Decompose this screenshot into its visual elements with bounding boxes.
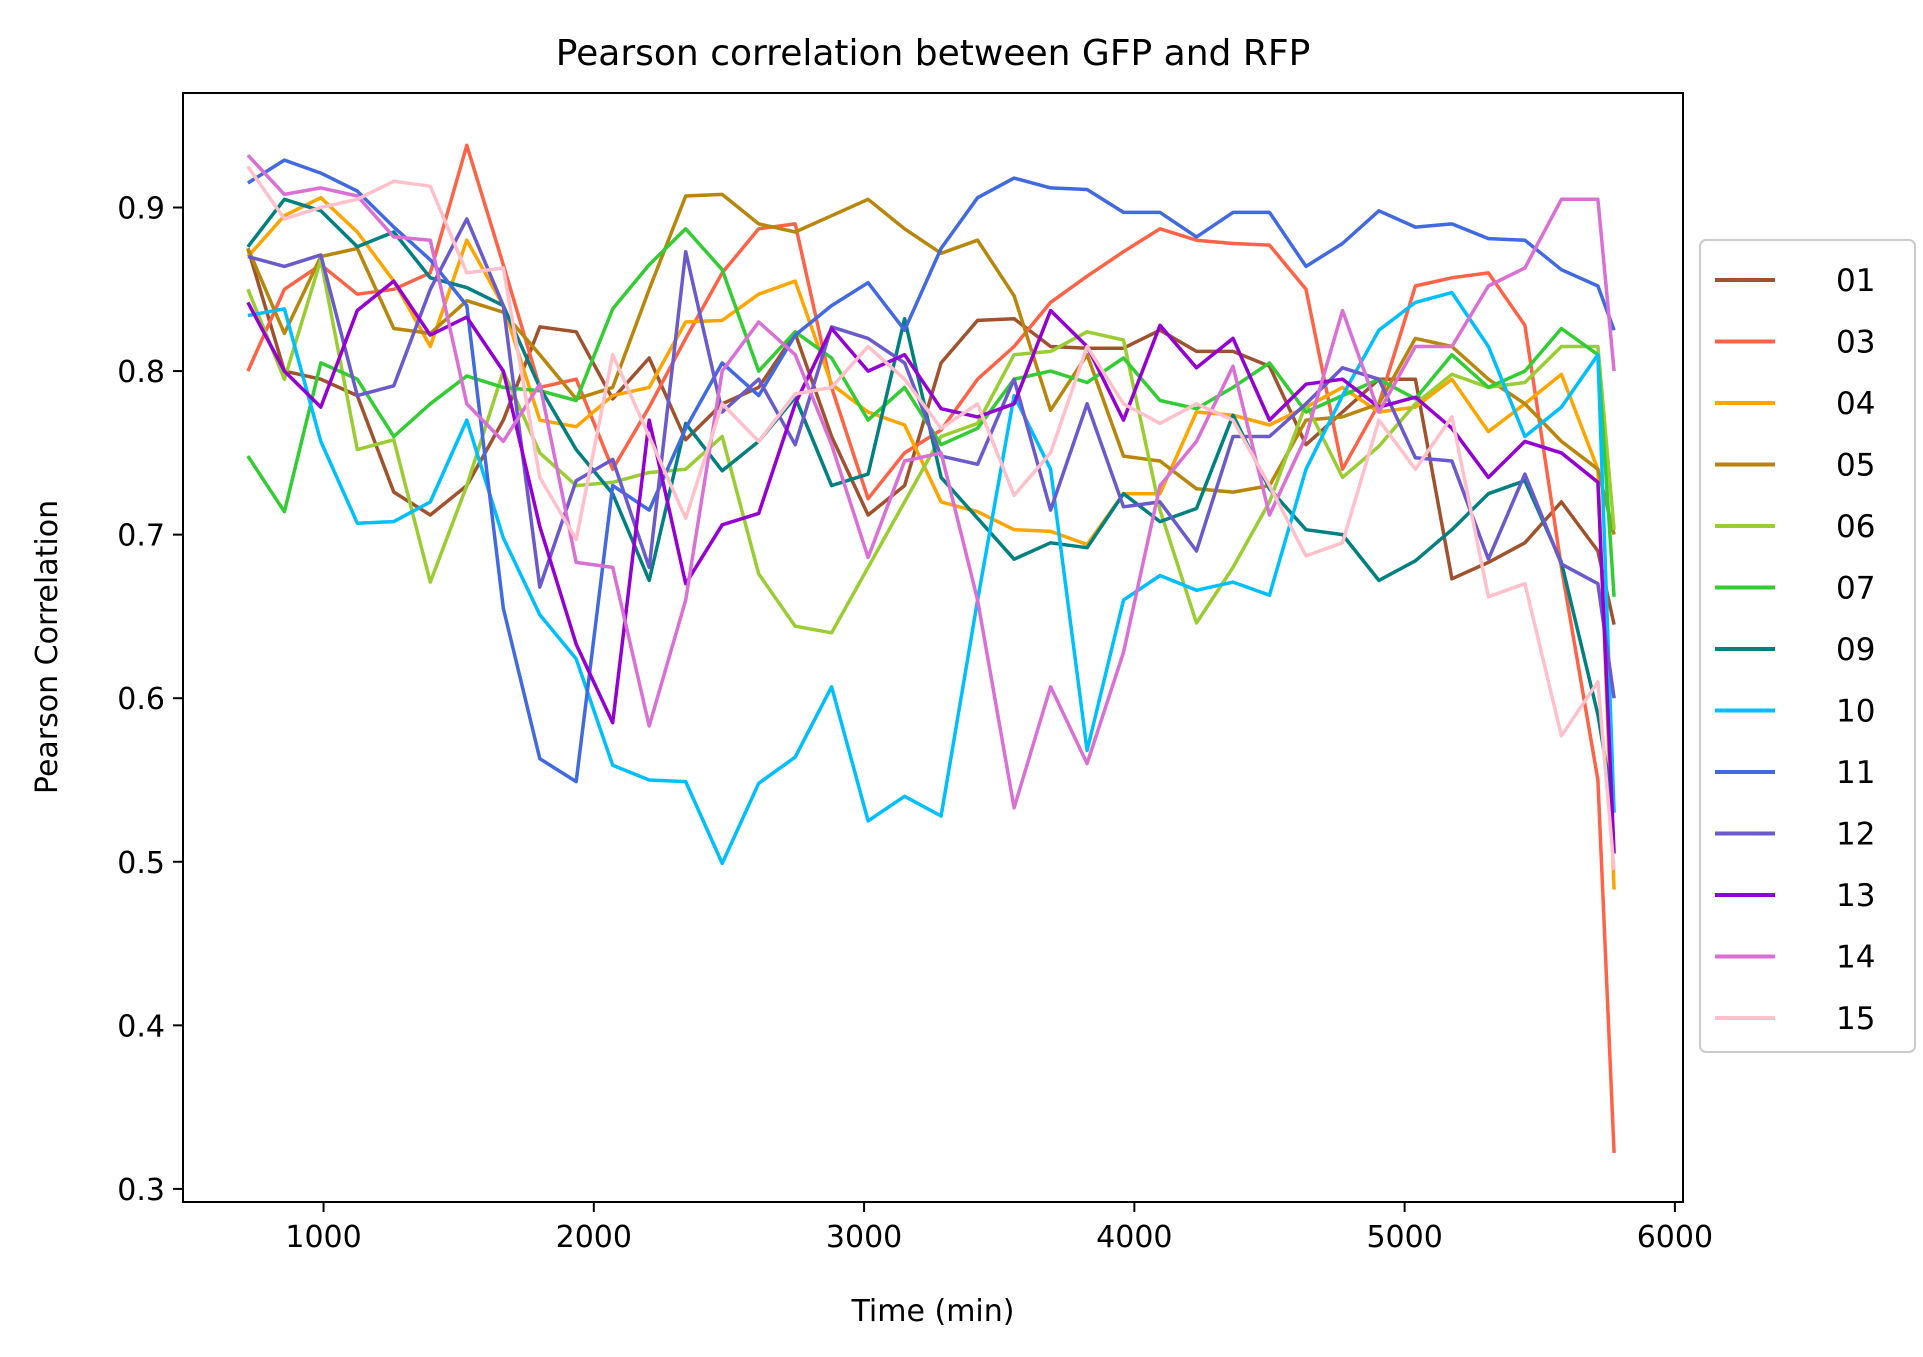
legend-label-06: 06 xyxy=(1836,509,1875,545)
legend-label-09: 09 xyxy=(1836,632,1875,668)
chart-title: Pearson correlation between GFP and RFP xyxy=(556,33,1311,74)
series-line-06 xyxy=(246,258,1616,635)
series-line-03 xyxy=(246,143,1616,1153)
x-tick-label: 5000 xyxy=(1366,1220,1442,1255)
series-line-09 xyxy=(246,197,1616,813)
legend-label-11: 11 xyxy=(1836,755,1875,791)
legend-label-05: 05 xyxy=(1836,448,1875,484)
y-axis: 0.3 0.4 0.5 0.6 0.7 0.8 0.9 xyxy=(117,191,183,1208)
series-line-10 xyxy=(247,290,1616,866)
legend-label-03: 03 xyxy=(1836,325,1875,361)
series-lines xyxy=(246,143,1616,1153)
x-axis-label: Time (min) xyxy=(851,1294,1015,1329)
legend-label-04: 04 xyxy=(1836,386,1875,422)
series-line-14 xyxy=(246,154,1616,810)
legend-label-15: 15 xyxy=(1836,1001,1875,1037)
x-tick-label: 3000 xyxy=(826,1220,902,1255)
legend-label-10: 10 xyxy=(1836,694,1875,730)
y-tick-label: 0.6 xyxy=(117,682,165,717)
y-tick-label: 0.7 xyxy=(117,519,165,554)
y-tick-label: 0.9 xyxy=(117,191,165,226)
y-axis-label: Pearson Correlation xyxy=(30,500,65,794)
x-axis: 1000 2000 3000 4000 5000 6000 xyxy=(285,1202,1713,1255)
y-tick-label: 0.4 xyxy=(117,1009,165,1044)
y-tick-label: 0.5 xyxy=(117,846,165,881)
legend-label-07: 07 xyxy=(1836,571,1875,607)
legend-label-01: 01 xyxy=(1836,263,1875,299)
y-tick-label: 0.8 xyxy=(117,355,165,390)
legend-label-13: 13 xyxy=(1836,878,1875,914)
series-line-11 xyxy=(246,158,1616,784)
legend-box xyxy=(1699,239,1916,1053)
x-tick-label: 4000 xyxy=(1096,1220,1172,1255)
series-line-07 xyxy=(246,227,1616,597)
y-tick-label: 0.3 xyxy=(117,1173,165,1208)
legend-label-14: 14 xyxy=(1836,940,1875,976)
series-line-13 xyxy=(246,279,1616,854)
series-line-05 xyxy=(246,192,1616,536)
x-tick-label: 1000 xyxy=(285,1220,361,1255)
series-line-04 xyxy=(246,195,1616,890)
plot-area xyxy=(182,92,1684,1203)
legend-label-12: 12 xyxy=(1836,817,1875,853)
series-line-15 xyxy=(246,165,1616,871)
legend[interactable]: 01 03 04 05 06 07 09 10 11 12 13 14 15 xyxy=(1699,239,1916,1053)
x-tick-label: 6000 xyxy=(1637,1220,1713,1255)
x-tick-label: 2000 xyxy=(556,1220,632,1255)
